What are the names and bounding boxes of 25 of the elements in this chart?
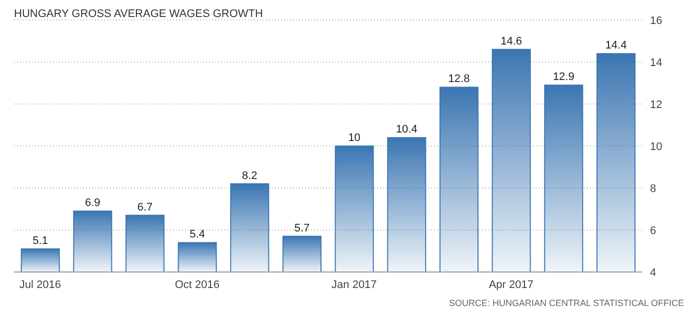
x-tick-label: Jan 2017 <box>332 278 377 291</box>
x-tick-label: Apr 2017 <box>488 278 534 291</box>
data-label: 14.4 <box>605 40 627 52</box>
data-label: 5.4 <box>190 228 205 241</box>
y-tick-label: 10 <box>650 140 662 153</box>
data-label: 12.9 <box>552 71 574 84</box>
y-tick-label: 6 <box>650 224 656 237</box>
y-tick-label: 14 <box>650 56 662 69</box>
data-label: 5.1 <box>32 234 48 247</box>
data-label: 10 <box>348 132 360 144</box>
data-label: 5.7 <box>294 222 310 234</box>
y-tick-label: 4 <box>650 266 656 279</box>
y-tick-label: 16 <box>650 14 662 27</box>
data-label: 8.2 <box>242 170 258 182</box>
x-tick-label: Jul 2016 <box>19 278 61 291</box>
y-tick-label: 8 <box>650 182 656 195</box>
chart-title: HUNGARY GROSS AVERAGE WAGES GROWTH <box>14 8 263 20</box>
source-note: SOURCE: HUNGARIAN CENTRAL STATISTICAL OFFICE <box>448 298 684 308</box>
data-label: 10.4 <box>396 124 418 136</box>
data-label: 14.6 <box>500 35 522 48</box>
y-tick-label: 12 <box>650 98 662 111</box>
data-label: 6.9 <box>85 197 100 210</box>
data-label: 6.7 <box>137 201 153 214</box>
data-label: 12.8 <box>448 73 470 86</box>
x-tick-label: Oct 2016 <box>174 278 220 291</box>
